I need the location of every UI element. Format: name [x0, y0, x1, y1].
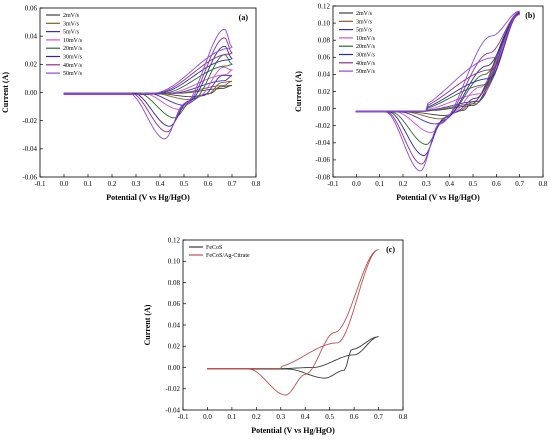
x-tick-label: -0.1	[327, 180, 339, 188]
y-tick-label: 0.04	[318, 71, 331, 79]
chart-panel-c: -0.1 0.0 0.1 0.2 0.3 0.4 0.5 0.6 0.7 0.8 -0.04 -0.0…	[143, 236, 408, 435]
x-tick-label: 0.7	[228, 180, 237, 188]
y-tick-label: 0.08	[318, 37, 331, 45]
x-tick-label: 0.5	[325, 413, 334, 421]
plot-frame	[182, 239, 404, 411]
legend-label: 30mV/s	[63, 55, 83, 61]
x-tick-label: 0.3	[132, 180, 141, 188]
legend-label: 3mV/s	[356, 19, 373, 25]
x-tick-label: 0.0	[203, 413, 212, 421]
x-tick-label: 0.6	[204, 180, 213, 188]
x-tick-label: 0.1	[228, 413, 237, 421]
series-line	[355, 10, 520, 172]
x-tick-label: 0.3	[422, 180, 431, 188]
legend-label: 2mV/s	[63, 13, 80, 19]
legend-label: 10mV/s	[356, 36, 376, 42]
x-tick-label: 0.2	[108, 180, 117, 188]
series-line	[355, 12, 520, 157]
legend-label: 20mV/s	[63, 46, 83, 52]
x-axis-title: Potential (V vs Hg/HgO)	[396, 193, 480, 202]
x-tick-label: 0.8	[252, 180, 261, 188]
panel-label: (a)	[239, 13, 249, 22]
y-tick-label: 0.04	[168, 321, 181, 329]
series-line	[63, 54, 233, 119]
legend-label: FeCoS	[206, 245, 222, 251]
series-line	[206, 336, 379, 379]
x-tick-label: 0.4	[445, 180, 454, 188]
legend-label: 50mV/s	[63, 71, 83, 77]
x-tick-label: 0.0	[60, 180, 69, 188]
y-axis-title: Current (A)	[143, 304, 152, 345]
y-tick-label: -0.02	[165, 385, 180, 393]
y-tick-label: 0.02	[25, 61, 38, 69]
series-line	[63, 28, 233, 140]
legend-label: 30mV/s	[356, 53, 376, 59]
y-tick-label: 0.00	[168, 364, 181, 372]
x-tick-label: 0.4	[301, 413, 310, 421]
legend-label: 50mV/s	[356, 69, 376, 75]
x-tick-label: 0.5	[469, 180, 478, 188]
x-tick-label: 0.1	[84, 180, 93, 188]
x-tick-label: 0.2	[399, 180, 408, 188]
legend-label: 2mV/s	[356, 11, 373, 17]
y-tick-label: -0.06	[315, 156, 330, 164]
x-tick-label: 0.4	[156, 180, 165, 188]
y-tick-label: 0.04	[25, 32, 38, 40]
y-tick-label: -0.04	[22, 145, 37, 153]
x-tick-label: 0.7	[515, 180, 524, 188]
y-axis-title: Current (A)	[1, 72, 10, 113]
x-axis-title: Potential (V vs Hg/HgO)	[106, 193, 190, 202]
y-tick-label: 0.10	[318, 19, 331, 27]
series-line	[206, 249, 379, 396]
x-tick-label: 0.7	[374, 413, 383, 421]
legend-label: 10mV/s	[63, 38, 83, 44]
chart-panel-a: -0.1 0.0 0.1 0.2 0.3 0.4 0.5 0.6 0.7 0.8 -0.06 -0.0…	[1, 4, 261, 202]
y-tick-label: 0.08	[168, 279, 181, 287]
legend-label: 40mV/s	[63, 63, 83, 69]
y-axis-title: Current (A)	[294, 71, 303, 112]
y-tick-label: 0.12	[168, 236, 181, 244]
x-tick-label: 0.5	[180, 180, 189, 188]
y-tick-label: -0.02	[315, 122, 330, 130]
x-tick-label: -0.1	[34, 180, 46, 188]
legend-label: 5mV/s	[63, 30, 80, 36]
x-tick-label: 0.0	[352, 180, 361, 188]
y-tick-label: 0.00	[25, 89, 38, 97]
chart-panel-b: -0.1 0.0 0.1 0.2 0.3 0.4 0.5 0.6 0.7 0.8 -0.08 -0.0…	[294, 2, 548, 202]
x-tick-label: 0.1	[375, 180, 384, 188]
x-tick-label: 0.8	[539, 180, 548, 188]
y-tick-label: 0.02	[168, 343, 181, 351]
y-tick-label: 0.02	[318, 88, 331, 96]
x-tick-label: -0.1	[177, 413, 189, 421]
y-tick-label: 0.06	[318, 54, 331, 62]
x-tick-label: 0.6	[492, 180, 501, 188]
x-tick-label: 0.6	[350, 413, 359, 421]
y-tick-label: -0.04	[165, 406, 180, 414]
series-line	[355, 13, 520, 125]
y-tick-label: -0.02	[22, 117, 37, 125]
y-tick-label: 0.00	[318, 105, 331, 113]
y-tick-label: 0.06	[168, 300, 181, 308]
x-tick-label: 0.8	[399, 413, 408, 421]
y-tick-label: -0.08	[315, 173, 330, 181]
y-tick-label: 0.06	[25, 4, 38, 12]
panel-label: (c)	[386, 245, 395, 254]
legend-label: 3mV/s	[63, 21, 80, 27]
legend-label: 5mV/s	[356, 28, 373, 34]
y-tick-label: -0.04	[315, 139, 330, 147]
x-axis-title: Potential (V vs Hg/HgO)	[251, 426, 335, 435]
y-tick-label: 0.10	[168, 258, 181, 266]
y-tick-label: -0.06	[22, 173, 37, 181]
legend-label: 40mV/s	[356, 61, 376, 67]
y-tick-label: 0.12	[318, 2, 331, 10]
panel-label: (b)	[525, 11, 535, 20]
legend-label: 20mV/s	[356, 44, 376, 50]
legend-label: FeCoS/Ag-Citrate	[206, 253, 250, 259]
x-tick-label: 0.2	[252, 413, 261, 421]
x-tick-label: 0.3	[276, 413, 285, 421]
